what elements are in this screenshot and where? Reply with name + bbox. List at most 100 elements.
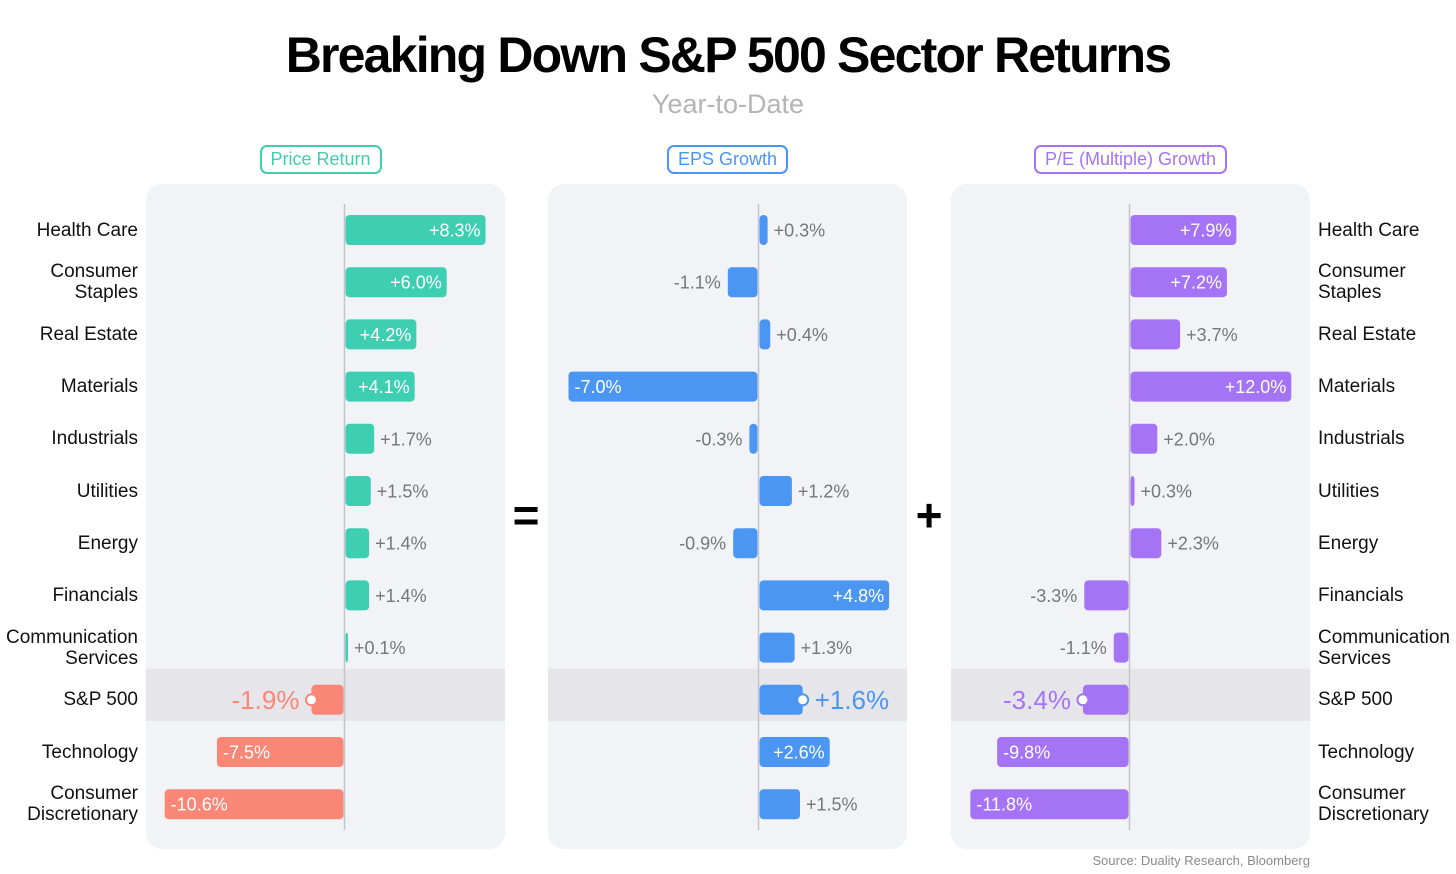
category-label-line: Services — [1318, 647, 1391, 669]
category-label-line: Industrials — [1318, 428, 1405, 450]
bar-eps-growth-8 — [759, 632, 795, 663]
data-label-eps-growth-1: -1.1% — [674, 273, 721, 293]
category-label: S&P 500 — [1318, 674, 1393, 726]
category-label: Energy — [1318, 517, 1378, 569]
bar-pe-growth-11 — [970, 789, 1129, 820]
category-label-line: Staples — [74, 282, 138, 304]
category-label-line: Financials — [52, 584, 138, 606]
equals-operator: = — [512, 489, 540, 541]
category-label-line: Discretionary — [27, 804, 138, 826]
sp500-marker-eps-growth — [796, 693, 810, 707]
sp500-highlight-band-pe-growth — [951, 668, 1310, 721]
bar-price-return-11 — [164, 789, 344, 820]
category-label: Materials — [1318, 361, 1395, 413]
category-label: Financials — [52, 569, 138, 621]
bar-pe-growth-7 — [1084, 580, 1129, 611]
bar-price-return-10 — [216, 737, 344, 767]
category-label: Communication Services — [6, 622, 138, 674]
data-label-eps-growth-10: +2.6% — [773, 742, 825, 762]
data-label-price-return-3: +4.1% — [358, 377, 410, 397]
bar-pe-growth-4 — [1130, 423, 1158, 454]
category-label: Consumer Discretionary — [27, 778, 138, 830]
bar-price-return-7 — [345, 580, 370, 611]
bar-eps-growth-11 — [759, 789, 800, 820]
data-label-eps-growth-3: -7.0% — [575, 377, 622, 397]
data-label-price-return-11: -10.6% — [171, 795, 228, 815]
bar-eps-growth-9 — [759, 684, 803, 715]
category-label-line: Energy — [77, 532, 138, 554]
data-label-price-return-4: +1.7% — [380, 429, 432, 449]
category-label-line: Materials — [60, 376, 138, 398]
data-label-price-return-5: +1.5% — [377, 481, 429, 501]
panel-background-eps-growth — [548, 184, 907, 849]
data-label-price-return-8: +0.1% — [354, 638, 406, 658]
category-label-line: Industrials — [51, 428, 138, 450]
category-label-line: Consumer — [50, 783, 138, 805]
data-label-pe-growth-6: +2.3% — [1167, 534, 1219, 554]
sp500-marker-pe-growth — [1076, 693, 1090, 707]
bar-eps-growth-1 — [727, 267, 758, 298]
bar-price-return-9 — [311, 684, 344, 715]
category-label-line: Energy — [1318, 532, 1379, 554]
data-label-pe-growth-7: -3.3% — [1030, 586, 1077, 606]
bar-price-return-5 — [345, 476, 371, 506]
bar-pe-growth-8 — [1113, 632, 1129, 663]
data-label-eps-growth-5: +1.2% — [798, 481, 850, 501]
data-label-pe-growth-1: +7.2% — [1170, 273, 1222, 293]
bar-price-return-3 — [345, 371, 415, 402]
data-label-eps-growth-6: -0.9% — [679, 534, 726, 554]
category-label-line: S&P 500 — [1318, 689, 1393, 711]
bar-eps-growth-0 — [759, 215, 768, 245]
category-label: Consumer Staples — [50, 256, 138, 308]
bar-pe-growth-2 — [1130, 319, 1181, 350]
bar-price-return-4 — [345, 423, 375, 454]
chart-title: Breaking Down S&P 500 Sector Returns — [285, 27, 1172, 83]
bar-eps-growth-4 — [749, 423, 758, 454]
category-label-line: Consumer — [1318, 261, 1406, 283]
category-label-line: Staples — [1318, 282, 1382, 304]
data-label-price-return-10: -7.5% — [223, 742, 270, 762]
bar-price-return-1 — [345, 267, 447, 298]
data-label-eps-growth-4: -0.3% — [695, 429, 742, 449]
bar-price-return-2 — [345, 319, 417, 350]
bar-pe-growth-0 — [1130, 215, 1237, 245]
panel-title-eps-growth: EPS Growth — [667, 145, 789, 174]
category-label-line: Real Estate — [39, 323, 138, 345]
data-label-pe-growth-5: +0.3% — [1141, 481, 1193, 501]
chart-subtitle: Year-to-Date — [651, 89, 805, 119]
data-label-price-return-6: +1.4% — [375, 534, 427, 554]
category-label-line: Communication — [1318, 626, 1450, 648]
sp500-highlight-band-eps-growth — [548, 668, 907, 721]
data-label-pe-growth-11: -11.8% — [976, 795, 1032, 815]
bar-pe-growth-3 — [1130, 371, 1292, 402]
category-label: Utilities — [77, 465, 138, 517]
category-label: Real Estate — [40, 308, 138, 360]
category-label-line: Consumer — [50, 261, 138, 283]
category-label: S&P 500 — [63, 674, 138, 726]
category-label: Industrials — [51, 413, 138, 465]
bar-eps-growth-3 — [568, 371, 758, 402]
category-label-line: Discretionary — [1318, 804, 1429, 826]
category-label-line: Financials — [1318, 584, 1404, 606]
bar-eps-growth-7 — [759, 580, 890, 611]
category-label-line: Utilities — [76, 480, 138, 502]
category-label-line: S&P 500 — [63, 689, 138, 711]
data-label-price-return-7: +1.4% — [375, 586, 427, 606]
category-label: Consumer Discretionary — [1318, 778, 1429, 830]
source-note: Source: Duality Research, Bloomberg — [1092, 853, 1311, 868]
bar-eps-growth-2 — [759, 319, 771, 350]
category-label: Health Care — [37, 204, 138, 256]
data-label-price-return-2: +4.2% — [360, 325, 412, 345]
data-label-eps-growth-8: +1.3% — [801, 638, 853, 658]
panel-title-price-return: Price Return — [259, 145, 382, 174]
data-label-pe-growth-2: +3.7% — [1186, 325, 1238, 345]
category-label-line: Materials — [1318, 376, 1396, 398]
category-label: Health Care — [1318, 204, 1419, 256]
data-label-eps-growth-11: +1.5% — [806, 795, 858, 815]
data-label-price-return-9: -1.9% — [232, 685, 300, 715]
category-label: Energy — [78, 517, 138, 569]
data-label-pe-growth-9: -3.4% — [1003, 685, 1071, 715]
category-label-line: Technology — [1318, 741, 1415, 763]
category-label: Utilities — [1318, 465, 1379, 517]
